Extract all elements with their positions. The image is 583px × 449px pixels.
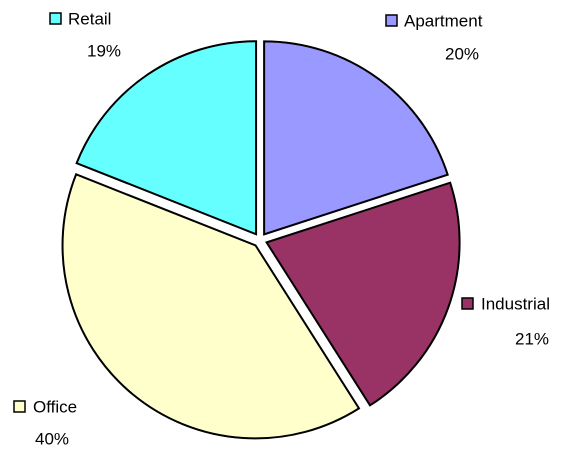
pie-slice bbox=[263, 40, 449, 236]
slice-label: Retail bbox=[68, 9, 111, 28]
pie-slice bbox=[265, 181, 461, 407]
slice-percent: 20% bbox=[445, 44, 479, 63]
slice-label: Office bbox=[33, 397, 77, 416]
slice-percent: 40% bbox=[35, 429, 69, 448]
pie-slice bbox=[75, 40, 258, 236]
pie-slice bbox=[61, 173, 361, 440]
slice-label: Apartment bbox=[404, 11, 483, 30]
legend-swatch bbox=[461, 297, 474, 310]
legend-swatch bbox=[385, 14, 398, 27]
slice-label: Industrial bbox=[481, 294, 550, 313]
legend-swatch bbox=[49, 12, 62, 25]
slice-percent: 19% bbox=[87, 41, 121, 60]
slice-percent: 21% bbox=[515, 329, 549, 348]
legend-swatch bbox=[13, 400, 26, 413]
